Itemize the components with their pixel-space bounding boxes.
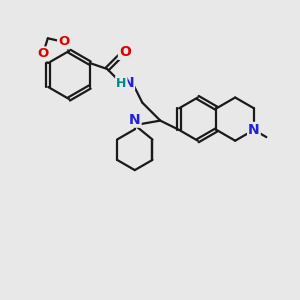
Text: H: H xyxy=(116,76,127,90)
Text: O: O xyxy=(37,47,49,60)
Text: N: N xyxy=(122,76,134,90)
Text: N: N xyxy=(129,113,141,127)
Text: O: O xyxy=(119,45,131,59)
Text: O: O xyxy=(58,35,69,48)
Text: N: N xyxy=(248,123,260,137)
